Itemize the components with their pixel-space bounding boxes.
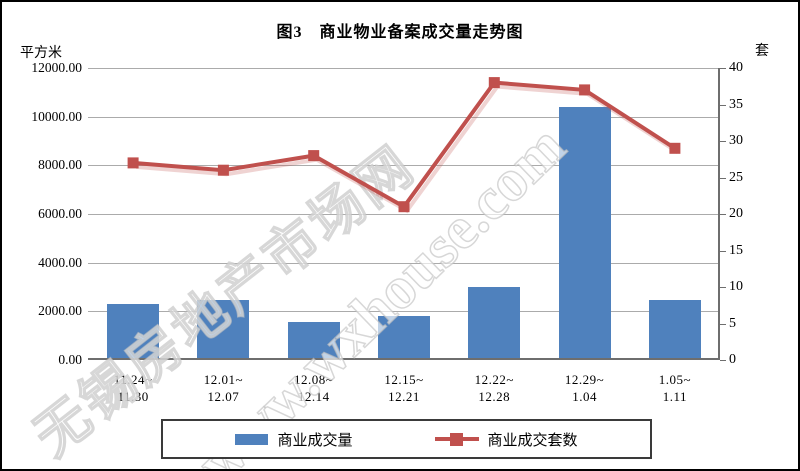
right-axis-tick-label-8: 0 [729,352,736,367]
left-axis-tick-label-3: 6000.00 [38,206,82,221]
x-axis-label-5: 12.29~ 1.04 [564,372,605,404]
bar-1 [197,300,250,360]
right-axis-unit-label: 套 [755,44,769,59]
line-series [132,80,676,210]
right-axis-tick-label-2: 30 [729,133,743,148]
right-axis-tick-label-6: 10 [729,279,743,294]
right-axis-tick-8 [720,360,726,361]
legend-line-marker [450,432,463,446]
right-axis-tick-label-5: 15 [729,242,743,258]
gridline-5 [88,311,720,313]
right-axis-tick-label-1: 35 [729,96,743,112]
line-marker-1 [217,164,229,176]
legend-label-0: 商业成交量 [277,432,353,449]
right-axis-tick-5 [720,250,726,252]
left-axis-tick-label-0: 12000.00 [31,60,82,75]
legend-line-swatch [434,432,479,446]
gridline-1 [88,116,720,118]
bar-5 [558,106,611,360]
bottom-axis-line [88,358,720,360]
left-axis-tick-label-6: 0.00 [58,352,82,367]
line-marker-0 [127,157,139,169]
left-axis-tick-label-4: 4000.00 [38,254,82,270]
bar-2 [287,321,340,360]
right-axis-tick-4 [720,214,726,215]
line-marker-5 [579,84,591,96]
line-series-svg [127,77,681,214]
bar-4 [468,287,521,360]
gridline-0 [88,68,720,69]
plot-area [88,68,726,361]
right-axis-tick-label-7: 5 [729,315,736,331]
bar-3 [378,316,430,360]
legend-box: 商业成交量 商业成交套数 [161,419,652,459]
right-axis-tick-label-3: 25 [729,169,743,185]
right-axis-tick-label-0: 40 [729,60,743,75]
bar-6 [648,299,701,360]
gridline-3 [88,214,720,215]
left-axis-unit-label: 平方米 [20,46,62,61]
gridline-4 [88,262,720,264]
gridline-2 [88,165,720,167]
bar-0 [107,304,160,360]
right-axis-tick-2 [720,141,726,142]
right-axis-tick-7 [720,323,726,325]
right-axis-tick-6 [720,287,726,288]
legend-item-1: 商业成交套数 [434,429,578,450]
x-axis-label-0: 11.24~ 11.30 [113,372,153,404]
right-axis-tick-1 [720,104,726,106]
left-axis-tick-label-1: 10000.00 [31,108,82,124]
line-shadow [135,84,679,214]
right-axis-tick-0 [720,68,726,69]
x-axis-label-2: 12.08~ 12.14 [294,372,334,404]
right-axis-tick-label-4: 20 [729,206,743,221]
legend-item-0: 商业成交量 [235,429,353,450]
right-axis-tick-3 [720,177,726,179]
line-marker-2 [308,150,320,162]
left-axis-tick-label-5: 2000.00 [38,303,82,319]
left-axis-tick-label-2: 8000.00 [38,157,82,173]
x-axis-label-1: 12.01~ 12.07 [203,372,244,404]
x-axis-label-3: 12.15~ 12.21 [384,372,424,404]
legend-label-1: 商业成交套数 [487,432,578,449]
chart-title: 图3 商业物业备案成交量走势图 [276,24,524,41]
x-axis-label-4: 12.22~ 12.28 [474,372,514,404]
line-marker-4 [488,77,500,89]
legend-bar-swatch [235,433,269,445]
line-marker-3 [398,201,410,213]
x-axis-label-6: 1.05~ 1.11 [658,372,691,404]
right-axis-line [718,68,720,360]
line-marker-6 [669,142,681,154]
